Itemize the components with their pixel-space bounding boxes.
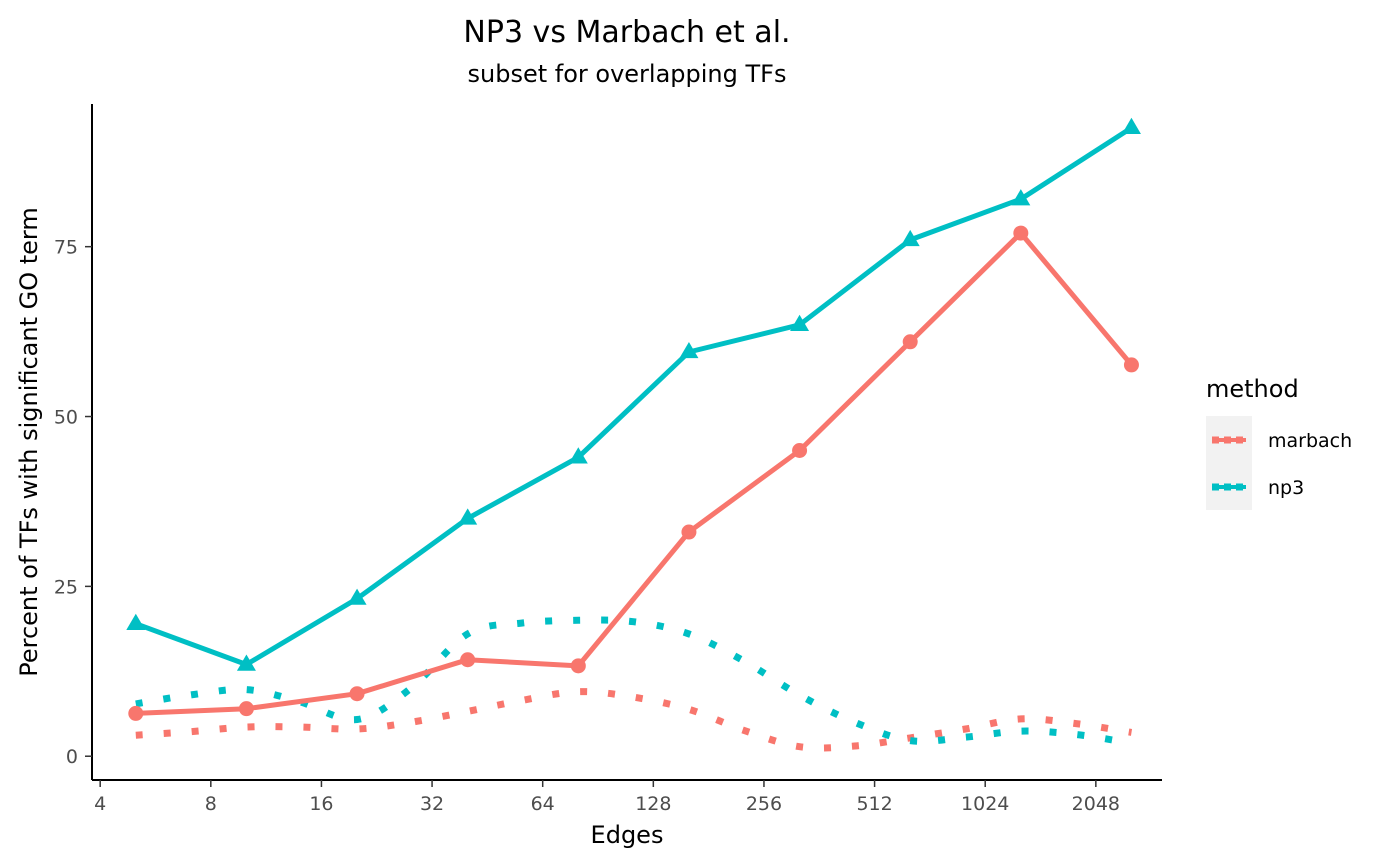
x-axis-ticks: 4 8 16 32 64 128 256 512 1024 2048 xyxy=(94,780,1120,815)
x-tick-label: 2048 xyxy=(1072,793,1120,815)
data-point-np3 xyxy=(126,613,146,630)
series-markers xyxy=(126,117,1141,721)
legend-entry-marbach: marbach xyxy=(1212,430,1352,452)
data-point-marbach xyxy=(349,686,365,702)
y-axis-title: Percent of TFs with significant GO term xyxy=(15,207,43,677)
data-point-marbach xyxy=(792,442,808,458)
x-tick-label: 64 xyxy=(531,793,555,815)
y-tick-label: 75 xyxy=(54,237,78,259)
data-point-np3 xyxy=(1121,117,1141,134)
data-point-np3 xyxy=(236,654,256,671)
y-tick-label: 50 xyxy=(54,407,78,429)
x-tick-label: 128 xyxy=(635,793,671,815)
baseline-curve-marbach xyxy=(135,688,1133,752)
legend-entry-np3: np3 xyxy=(1212,477,1304,499)
data-point-np3 xyxy=(347,588,367,605)
y-tick-label: 0 xyxy=(66,746,78,768)
x-tick-label: 512 xyxy=(856,793,892,815)
baseline-curve-np3 xyxy=(135,616,1133,747)
data-point-marbach xyxy=(460,652,476,668)
data-point-marbach xyxy=(902,334,918,350)
data-point-marbach xyxy=(238,701,254,717)
series-line-marbach xyxy=(135,230,1134,716)
plot-area xyxy=(126,117,1141,752)
x-tick-label: 256 xyxy=(746,793,782,815)
x-tick-label: 4 xyxy=(94,793,106,815)
legend-label: np3 xyxy=(1268,477,1304,499)
data-point-np3 xyxy=(568,447,588,464)
series-line-np3 xyxy=(134,125,1133,667)
x-tick-label: 32 xyxy=(420,793,444,815)
legend: method marbach np3 xyxy=(1206,375,1352,510)
x-axis-title: Edges xyxy=(591,821,664,849)
legend-label: marbach xyxy=(1268,430,1352,452)
data-point-np3 xyxy=(900,229,920,247)
chart-subtitle: subset for overlapping TFs xyxy=(468,60,787,88)
series-lines xyxy=(134,125,1134,716)
data-point-marbach xyxy=(1123,357,1139,373)
y-tick-label: 25 xyxy=(54,576,78,598)
data-point-marbach xyxy=(1013,225,1029,241)
data-point-marbach xyxy=(570,658,586,674)
baseline-curves xyxy=(135,616,1133,752)
x-tick-label: 8 xyxy=(205,793,217,815)
data-point-np3 xyxy=(458,508,478,525)
chart-title: NP3 vs Marbach et al. xyxy=(463,15,790,50)
x-tick-label: 1024 xyxy=(961,793,1009,815)
y-axis-ticks: 0 25 50 75 xyxy=(54,237,92,768)
data-point-marbach xyxy=(681,524,697,540)
data-point-np3 xyxy=(679,341,699,359)
legend-key-background xyxy=(1206,416,1252,510)
data-point-np3 xyxy=(790,314,810,332)
data-point-np3 xyxy=(1011,189,1031,206)
x-tick-label: 16 xyxy=(309,793,333,815)
legend-title: method xyxy=(1206,375,1299,403)
data-point-marbach xyxy=(128,705,144,721)
